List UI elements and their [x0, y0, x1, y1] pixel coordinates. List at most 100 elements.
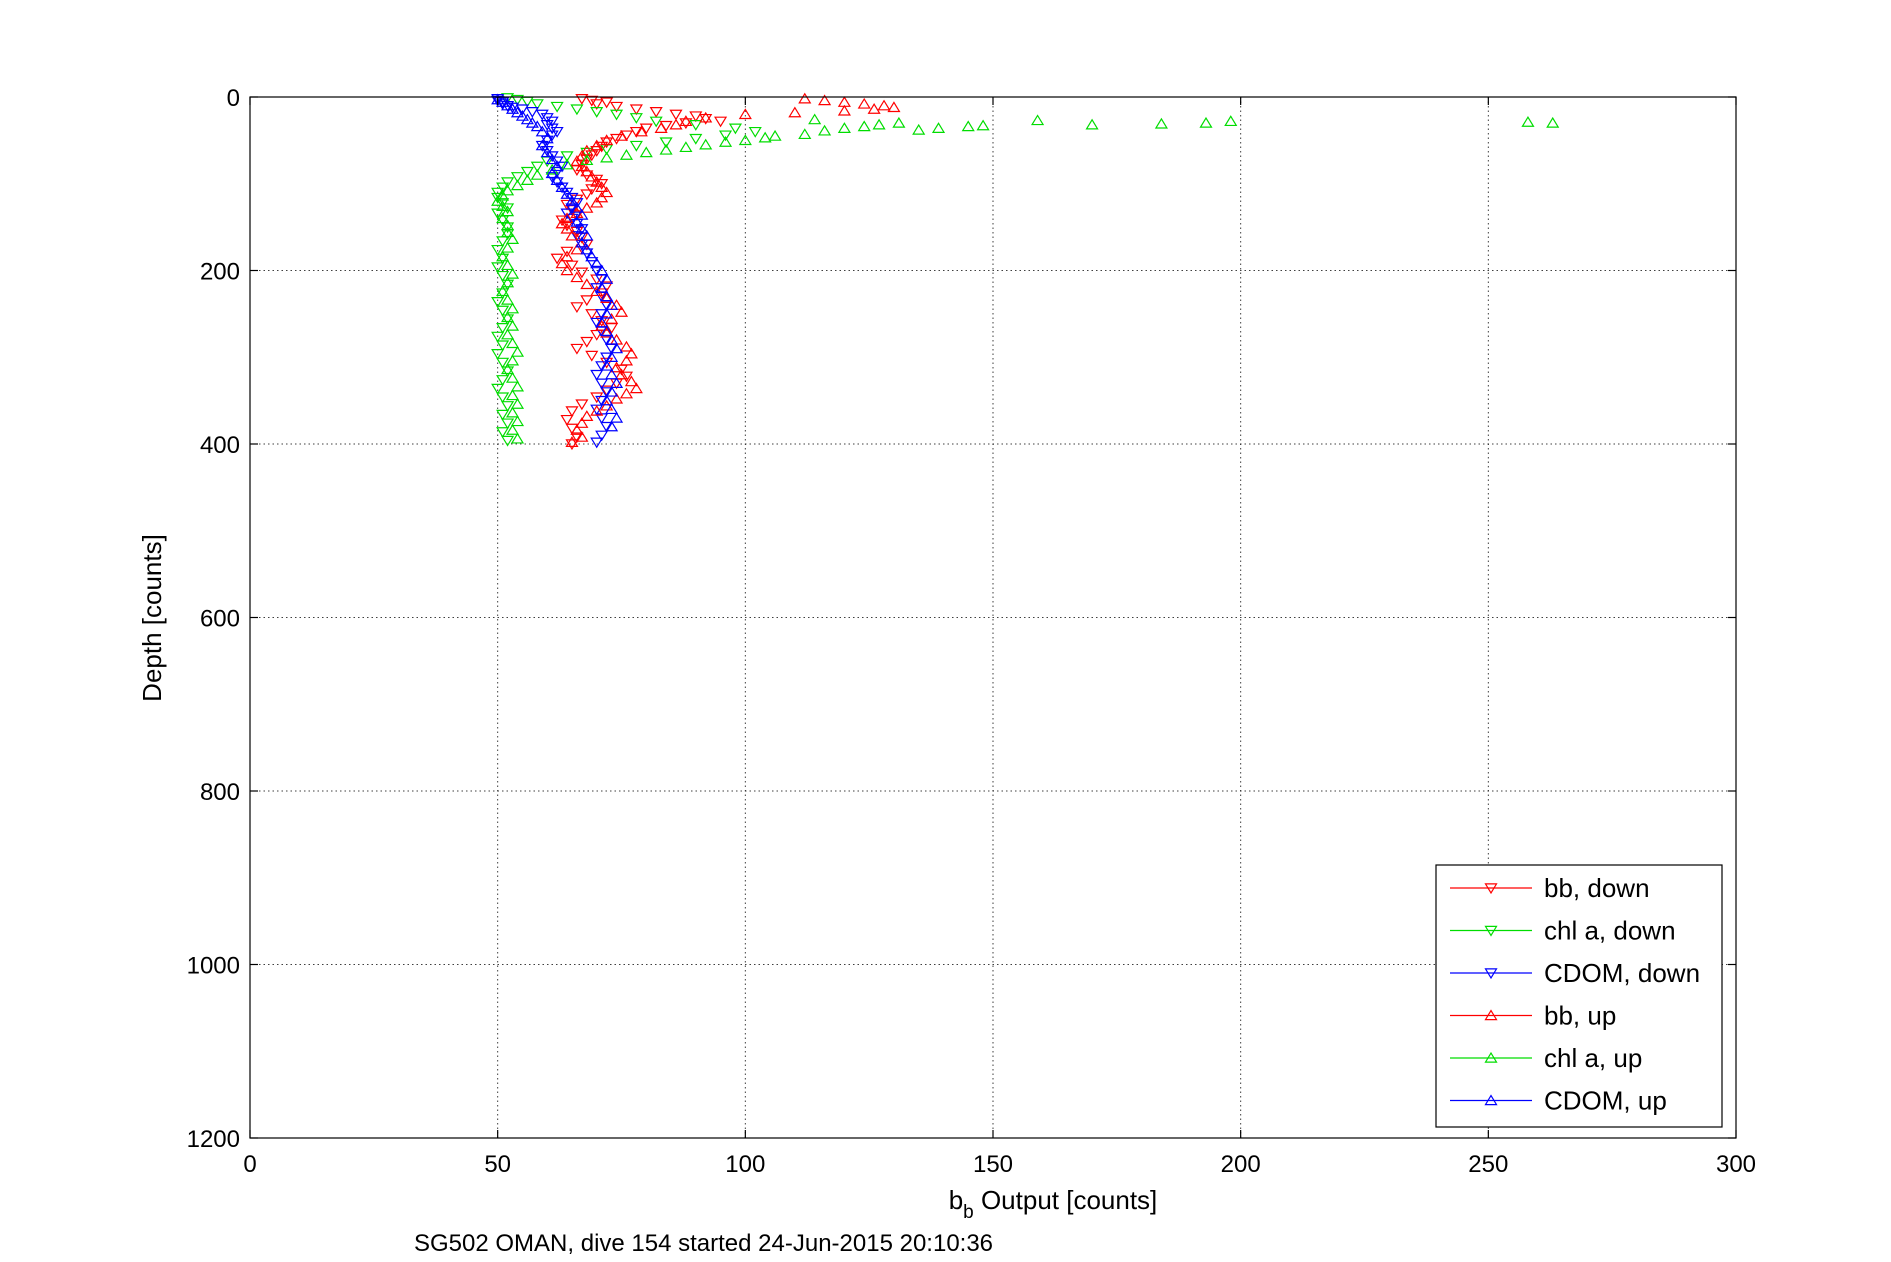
- data-point-bb-up: [575, 149, 589, 161]
- data-point-cdom-up: [501, 99, 515, 111]
- data-point-chl-a-down: [718, 130, 733, 142]
- data-point-bb-down: [580, 295, 594, 307]
- data-point-cdom-down: [595, 309, 609, 320]
- legend-marker-cdom-down: [1484, 968, 1498, 980]
- data-point-chl-a-up: [510, 397, 525, 409]
- data-point-bb-down: [560, 246, 574, 258]
- data-point-chl-a-up: [1224, 115, 1238, 127]
- data-point-bb-up: [600, 186, 614, 198]
- data-point-bb-up: [570, 243, 584, 255]
- data-point-cdom-down: [550, 156, 564, 168]
- legend: bb, down chl a, down CDOM, down bb, up chl a…: [1435, 864, 1723, 1128]
- data-point-bb-up: [590, 285, 604, 297]
- legend-entries: bb, down chl a, down CDOM, down bb, up chl a…: [1450, 873, 1700, 1116]
- data-point-cdom-up: [540, 146, 554, 158]
- data-point-chl-a-up: [530, 168, 544, 180]
- data-point-chl-a-down: [496, 198, 510, 209]
- data-point-chl-a-down: [659, 137, 673, 149]
- y-tick-label: 0: [227, 85, 240, 112]
- data-point-bb-down: [580, 189, 594, 201]
- data-point-chl-a-down: [560, 151, 574, 163]
- data-point-chl-a-down: [491, 262, 505, 274]
- data-point-bb-down: [699, 113, 713, 125]
- data-point-chl-a-down: [491, 187, 505, 199]
- data-point-bb-up: [555, 257, 569, 269]
- data-point-bb-up: [595, 319, 609, 331]
- data-point-chl-a-down: [496, 182, 510, 194]
- data-point-cdom-up: [570, 215, 584, 227]
- data-point-cdom-up: [570, 201, 584, 213]
- data-point-bb-down: [689, 111, 703, 123]
- data-point-cdom-up: [520, 113, 534, 125]
- data-point-bb-up: [560, 222, 574, 234]
- data-point-chl-a-down: [496, 270, 510, 282]
- data-point-chl-a-down: [491, 244, 505, 256]
- data-point-cdom-up: [605, 420, 619, 432]
- data-point-cdom-down: [600, 352, 614, 364]
- y-tick-label: 1000: [187, 953, 240, 980]
- data-point-bb-up: [560, 250, 574, 262]
- data-point-bb-up: [619, 340, 634, 352]
- y-tick-label: 600: [200, 606, 240, 633]
- data-point-cdom-up: [575, 236, 589, 248]
- data-point-bb-down: [590, 99, 604, 111]
- data-point-chl-a-down: [496, 357, 510, 369]
- legend-marker-chl-a-up: [1484, 1051, 1498, 1063]
- data-point-chl-a-up: [501, 219, 515, 231]
- y-tick-label: 800: [200, 779, 240, 806]
- data-point-cdom-up: [510, 106, 525, 118]
- data-point-chl-a-up: [505, 406, 520, 418]
- data-point-cdom-up: [535, 125, 549, 137]
- data-point-bb-down: [570, 302, 584, 314]
- data-point-chl-a-down: [501, 203, 515, 215]
- data-point-cdom-up: [505, 103, 520, 114]
- data-point-bb-down: [570, 343, 584, 355]
- data-point-bb-up: [575, 160, 589, 172]
- data-point-cdom-down: [555, 161, 569, 173]
- data-point-chl-a-up: [501, 184, 515, 196]
- data-point-bb-down: [575, 94, 589, 105]
- legend-marker-bb-up: [1484, 1009, 1498, 1021]
- data-point-cdom-up: [560, 188, 574, 199]
- data-point-bb-up: [580, 410, 594, 421]
- data-point-chl-a-up: [505, 337, 520, 349]
- x-tick-label: 300: [1716, 1151, 1756, 1178]
- data-point-chl-a-down: [491, 349, 505, 360]
- data-point-chl-a-up: [496, 189, 510, 201]
- data-point-chl-a-up: [857, 120, 871, 132]
- data-point-cdom-up: [595, 281, 609, 293]
- data-point-cdom-down: [545, 123, 559, 135]
- data-point-bb-up: [614, 306, 629, 317]
- data-point-bb-up: [580, 165, 594, 177]
- data-point-bb-up: [738, 108, 752, 120]
- data-point-bb-up: [837, 96, 851, 107]
- data-point-chl-a-up: [639, 146, 653, 158]
- data-point-cdom-down: [535, 109, 549, 121]
- data-point-bb-up: [565, 229, 579, 241]
- data-point-chl-a-down: [496, 323, 510, 334]
- legend-label-cdom-up: CDOM, up: [1544, 1086, 1667, 1116]
- data-point-chl-a-up: [510, 432, 525, 444]
- x-axis-label: bb Output [counts]: [949, 1185, 1158, 1223]
- data-point-cdom-up: [550, 174, 564, 186]
- data-point-chl-a-down: [689, 120, 703, 131]
- data-point-bb-up: [595, 181, 609, 192]
- data-point-chl-a-down: [590, 107, 604, 118]
- data-point-chl-a-up: [545, 163, 559, 175]
- data-point-chl-a-up: [600, 151, 614, 163]
- data-point-bb-up: [867, 103, 881, 114]
- x-tick-label: 250: [1468, 1151, 1508, 1178]
- data-point-chl-a-down: [501, 279, 515, 291]
- data-point-chl-a-up: [619, 149, 634, 160]
- data-point-chl-a-down: [491, 331, 505, 343]
- data-point-cdom-up: [575, 208, 589, 220]
- data-point-chl-a-up: [768, 129, 782, 141]
- data-point-bb-up: [609, 361, 624, 373]
- data-point-cdom-up: [496, 96, 510, 107]
- data-point-chl-a-down: [496, 340, 510, 352]
- data-point-bb-down: [570, 432, 584, 444]
- data-point-bb-up: [877, 99, 891, 111]
- data-point-chl-a-down: [609, 109, 624, 121]
- data-point-chl-a-up: [496, 200, 510, 212]
- data-point-chl-a-down: [728, 123, 742, 135]
